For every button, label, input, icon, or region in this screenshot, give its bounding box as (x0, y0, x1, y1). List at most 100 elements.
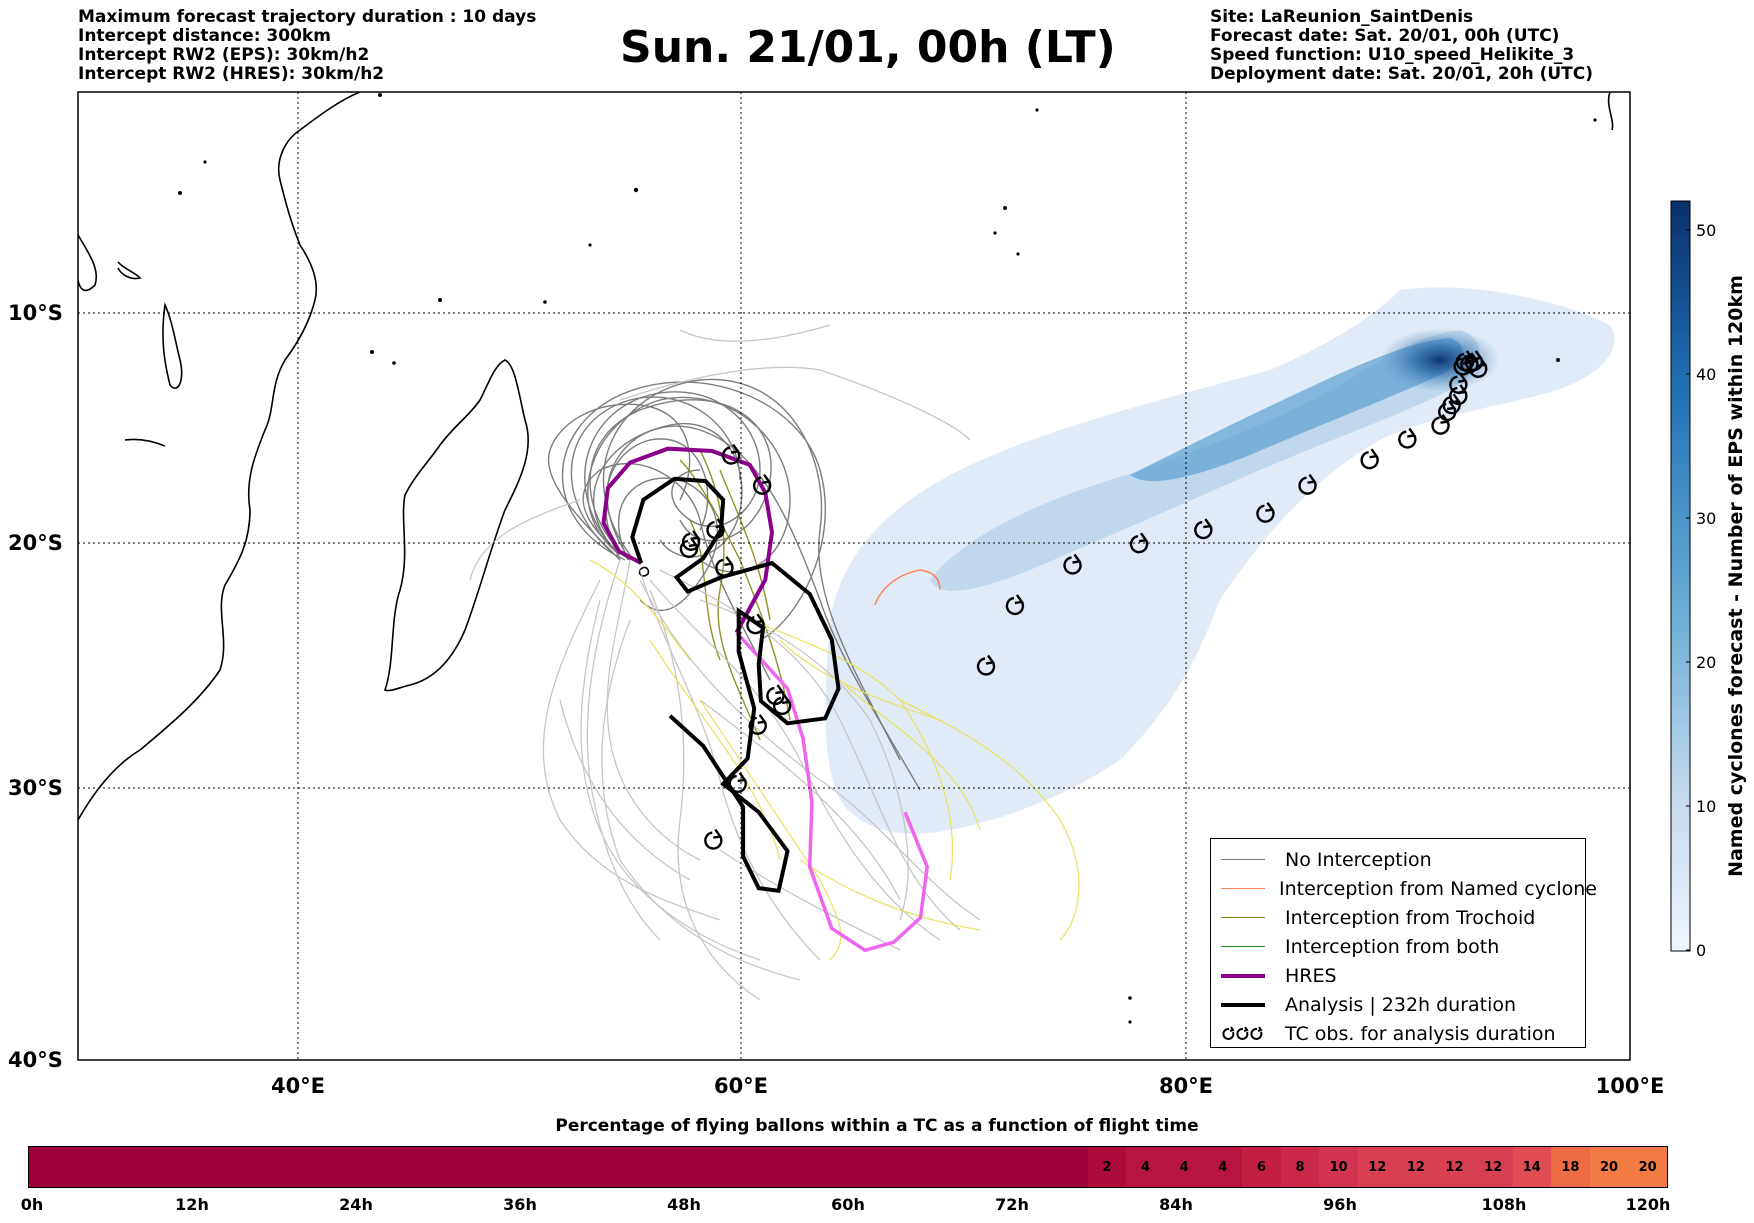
balloon-bar-tick-label: 72h (995, 1195, 1029, 1214)
cyclone-obs-marker (728, 772, 747, 793)
balloon-bar-tick-label: 120h (1625, 1195, 1671, 1214)
lon-tick-label: 100°E (1596, 1074, 1665, 1098)
lon-tick-label: 80°E (1159, 1074, 1213, 1098)
balloon-bar-tick-label: 108h (1481, 1195, 1527, 1214)
header-line: Speed function: U10_speed_Helikite_3 (1210, 45, 1575, 65)
legend-item: HRES (1221, 961, 1585, 990)
cyclone-obs-marker (766, 684, 785, 706)
small-islands (178, 93, 1597, 1024)
ensemble-no-interception (547, 378, 921, 791)
legend-item: TC obs. for analysis duration (1221, 1019, 1585, 1048)
cyclone-obs-marker (752, 474, 772, 495)
cyclone-density-inner (1130, 338, 1463, 482)
gridlines (78, 92, 1630, 1060)
cyclone-density-core (1380, 328, 1500, 392)
legend-swatch (1221, 1002, 1265, 1007)
cyclone-density-outer (825, 287, 1615, 834)
legend-label: TC obs. for analysis duration (1285, 1022, 1556, 1045)
cyclone-obs-marker (1063, 553, 1082, 575)
cyclone-obs-marker (748, 714, 767, 735)
legend-label: Interception from Trochoid (1285, 906, 1536, 929)
colorbar-label: Named cyclones forecast - Number of EPS … (1725, 275, 1747, 877)
legend-item: Interception from both (1221, 932, 1585, 961)
legend-swatch (1221, 946, 1265, 947)
ensemble-yellow (589, 559, 1080, 961)
cyclone-obs-marker (706, 518, 725, 540)
balloon-bar-segment: 12 (1358, 1147, 1397, 1187)
header-line: Site: LaReunion_SaintDenis (1210, 7, 1474, 27)
lat-tick-label: 40°S (8, 1048, 63, 1072)
balloon-bar-segment: 10 (1319, 1147, 1358, 1187)
header-line: Maximum forecast trajectory duration : 1… (78, 7, 537, 27)
cyclone-obs-marker (1449, 373, 1468, 394)
lat-tick-label: 30°S (8, 776, 63, 800)
map-frame (77, 91, 1631, 1061)
balloon-bar-title: Percentage of flying ballons within a TC… (555, 1116, 1199, 1136)
header-line: Deployment date: Sat. 20/01, 20h (UTC) (1210, 64, 1594, 84)
cyclone-obs-marker (1438, 400, 1457, 422)
colorbar-ticks (1686, 229, 1690, 951)
balloon-bar-tick-label: 24h (339, 1195, 373, 1214)
balloon-bar-segment: 4 (1203, 1147, 1243, 1187)
legend-label: No Interception (1285, 848, 1432, 871)
header-line: Intercept RW2 (HRES): 30km/h2 (78, 64, 385, 84)
cyclone-obs-marker (772, 694, 792, 715)
balloon-bar-segment: 8 (1280, 1147, 1320, 1187)
page-title: Sun. 21/01, 00h (LT) (620, 22, 1116, 73)
legend-item: Interception from Named cyclone (1221, 874, 1597, 903)
colorbar-tick-label: 30 (1696, 509, 1716, 528)
ensemble-trochoid (679, 449, 791, 741)
header-line: Intercept RW2 (EPS): 30km/h2 (78, 45, 370, 65)
lat-tick-label: 20°S (8, 531, 63, 555)
balloon-bar-tick-label: 48h (667, 1195, 701, 1214)
header-line: Forecast date: Sat. 20/01, 00h (UTC) (1210, 26, 1560, 46)
balloon-bar-segment: 2 (1087, 1147, 1127, 1187)
cyclone-obs-marker (1129, 532, 1149, 554)
colorbar (1670, 200, 1691, 952)
cyclone-obs-marker (1431, 414, 1450, 435)
legend-item: Analysis | 232h duration (1221, 990, 1585, 1019)
colorbar-tick-label: 0 (1696, 941, 1706, 960)
forecast-map: 40°E 60°E 80°E 100°E 10°S 20°S 30°S 40°S… (8, 91, 1747, 1098)
map-layers (78, 92, 1615, 1024)
legend-swatch (1221, 917, 1265, 918)
lon-tick-label: 60°E (714, 1074, 768, 1098)
balloon-bar-segment: 12 (1396, 1147, 1436, 1187)
cyclone-obs-marker (721, 443, 741, 465)
cyclone-obs-marker (976, 654, 996, 676)
cyclone-obs-marker (1298, 474, 1317, 495)
header-right: Site: LaReunion_SaintDenis Forecast date… (1210, 8, 1593, 84)
legend-item: Interception from Trochoid (1221, 903, 1585, 932)
ensemble-named-cyclone (874, 569, 941, 606)
cyclone-obs-marker (1460, 352, 1479, 374)
header-left: Maximum forecast trajectory duration : 1… (78, 8, 536, 84)
balloon-bar-tick-label: 36h (503, 1195, 537, 1214)
balloon-bar-tick-label: 84h (1159, 1195, 1193, 1214)
balloon-bar-segment: 20 (1589, 1147, 1629, 1187)
analysis-track (630, 476, 841, 894)
cyclone-icon (1221, 1025, 1271, 1041)
balloon-bar-segment: 4 (1126, 1147, 1165, 1187)
balloon-bar-segment (1049, 1147, 1088, 1187)
hres-track-late (735, 631, 929, 953)
balloon-bar-tick-label: 60h (831, 1195, 865, 1214)
colorbar-tick-label: 20 (1696, 653, 1716, 672)
cyclone-obs-marker (746, 613, 765, 635)
hres-track (601, 446, 775, 634)
legend-swatch (1221, 859, 1265, 860)
balloon-bar-segment: 20 (1628, 1147, 1667, 1187)
balloon-bar: 2 4 4 4 6 8 10 12 12 12 12 14 18 20 20 (28, 1146, 1668, 1188)
cyclone-obs-marker (1360, 448, 1379, 470)
header-line: Intercept distance: 300km (78, 26, 331, 46)
legend-item: No Interception (1221, 845, 1585, 874)
cyclone-obs-marker (1469, 357, 1488, 378)
cyclone-obs-marker (715, 556, 734, 577)
balloon-bar-segment: 18 (1551, 1147, 1590, 1187)
balloon-bar-segment: 12 (1473, 1147, 1513, 1187)
balloon-bar-segment: 12 (1435, 1147, 1474, 1187)
legend: No Interception Interception from Named … (1210, 838, 1597, 1048)
cyclone-obs-marker (1449, 384, 1468, 406)
legend-label: Analysis | 232h duration (1285, 993, 1517, 1016)
cyclone-obs-marker (1398, 427, 1417, 449)
colorbar-tick-label: 40 (1696, 365, 1716, 384)
